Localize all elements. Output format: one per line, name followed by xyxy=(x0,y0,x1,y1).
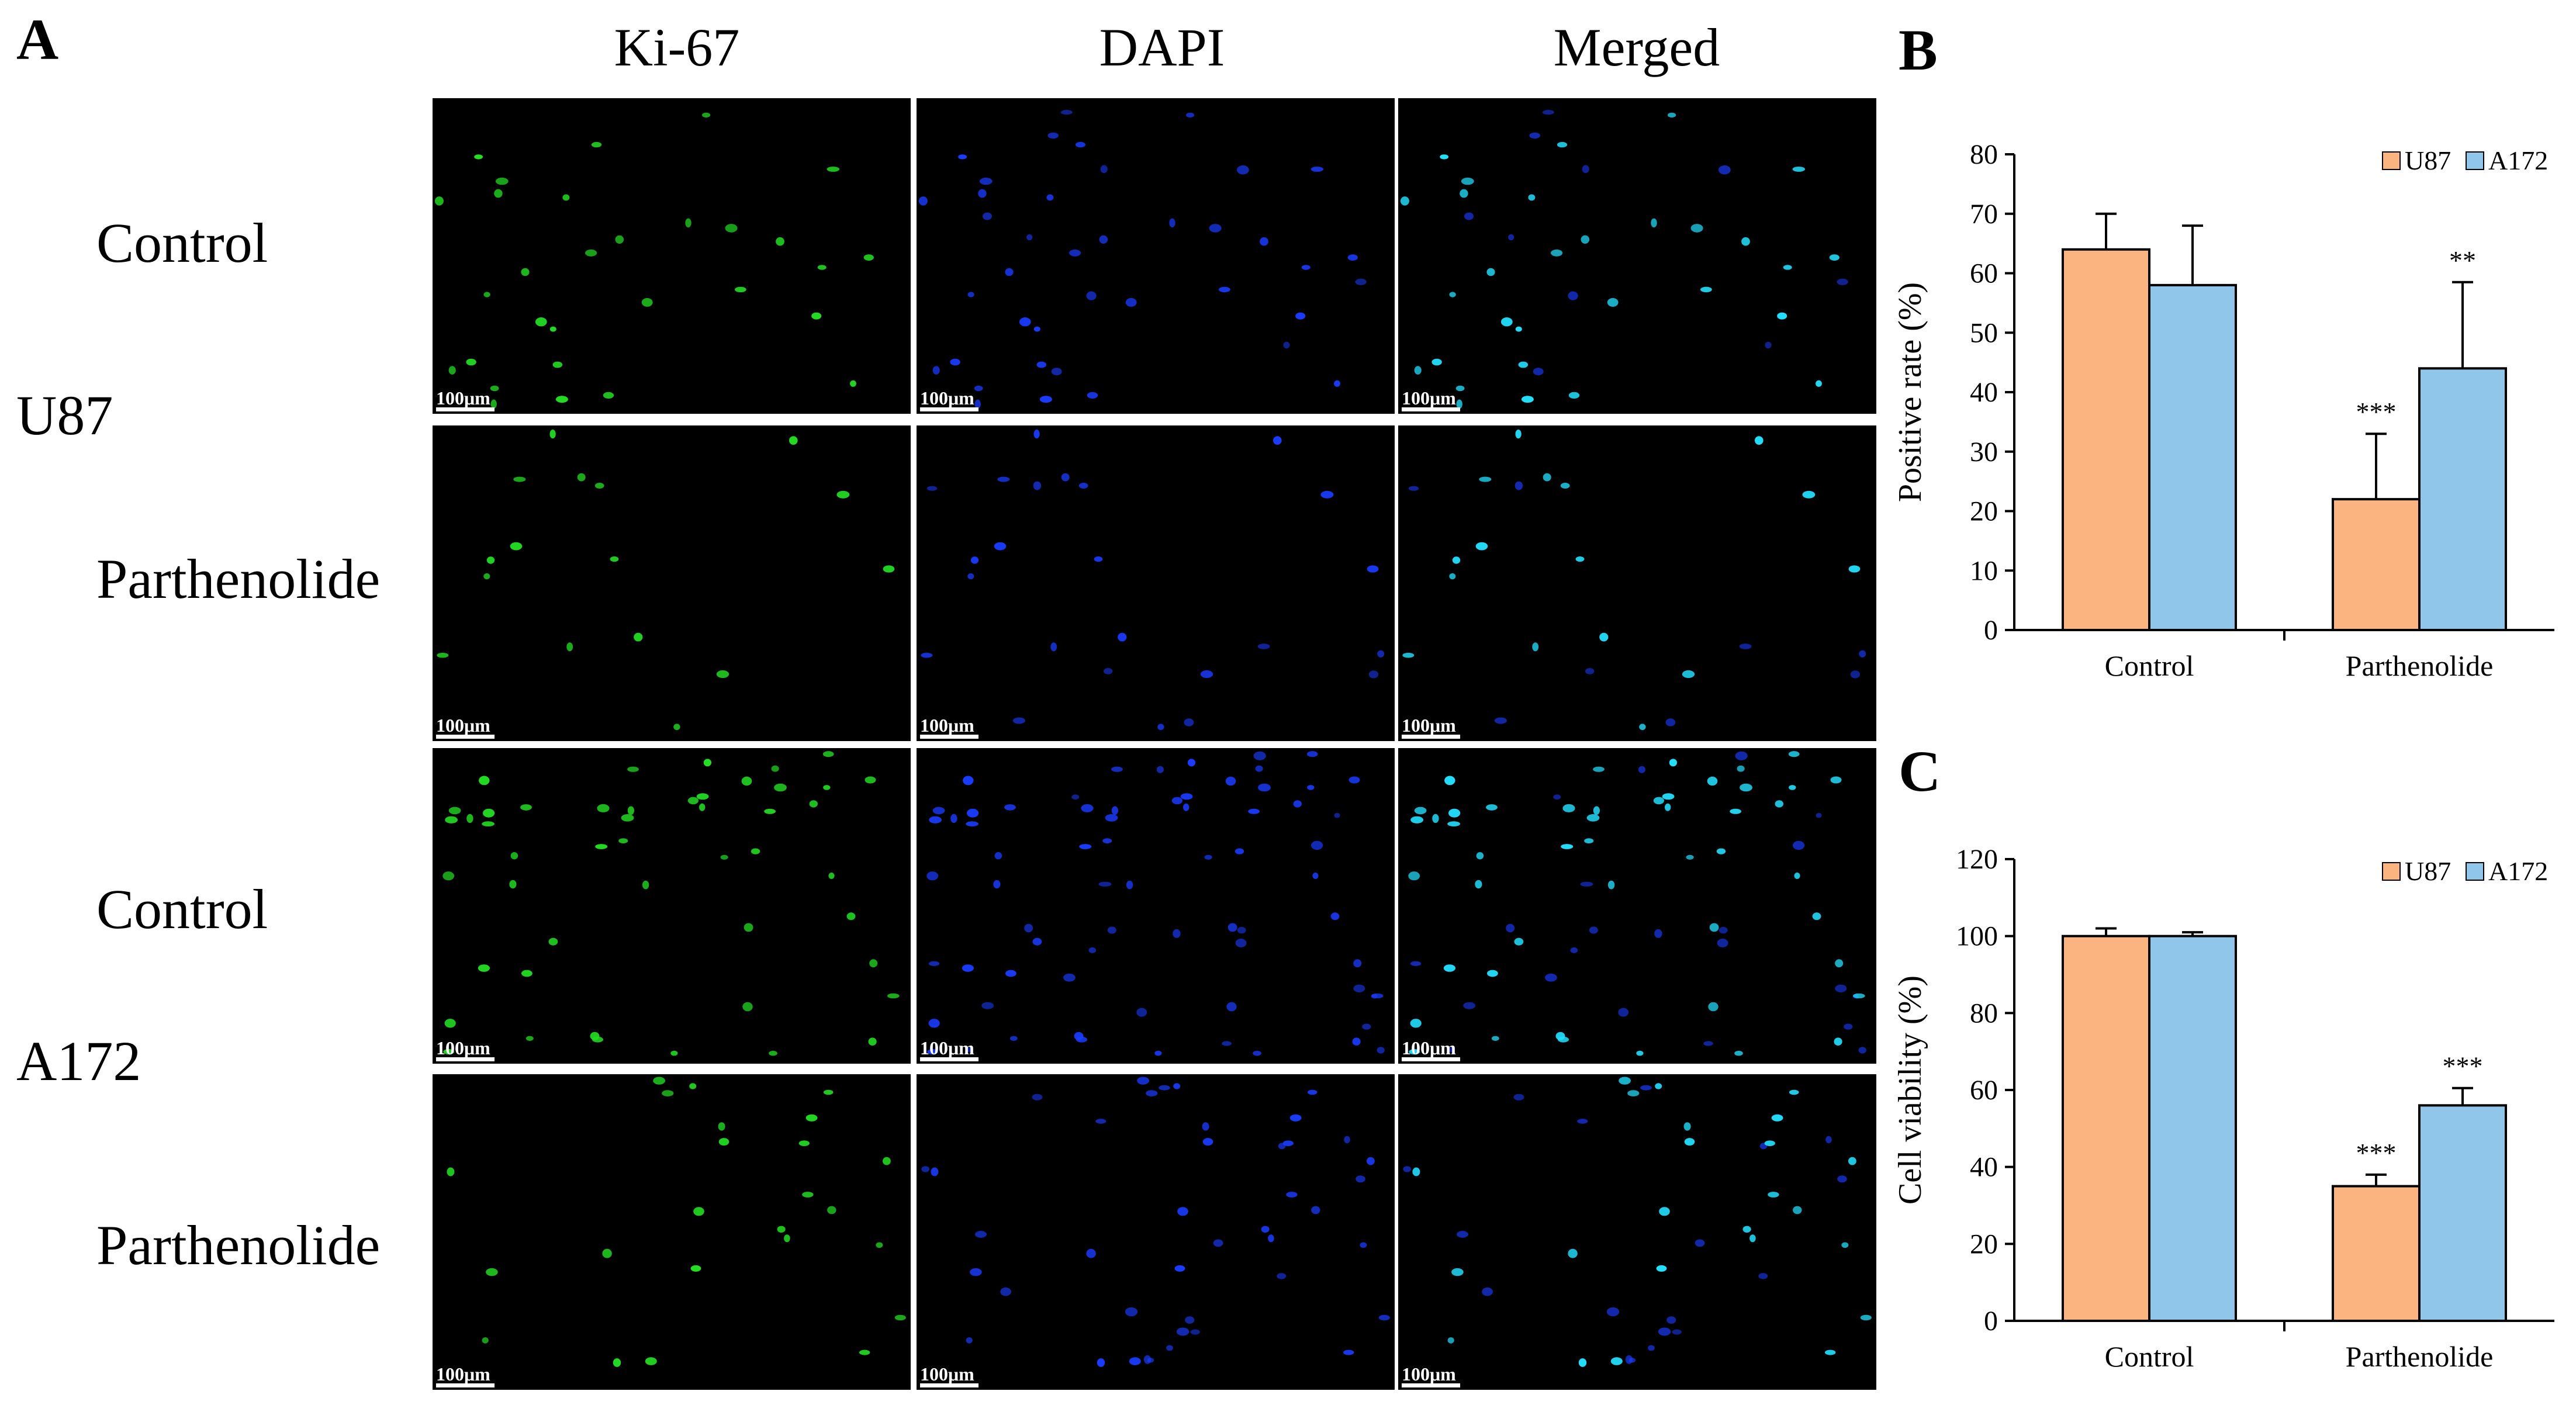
y-axis-label: Positive rate (%) xyxy=(1892,282,1928,502)
micrograph-dapi-row-4: 100μm xyxy=(917,1074,1395,1390)
y-tick-label: 10 xyxy=(1970,555,1998,586)
micrograph-ki67-row-3: 100μm xyxy=(433,748,911,1064)
micrograph-merged-row-4: 100μm xyxy=(1398,1074,1876,1390)
micrograph-merged-row-1: 100μm xyxy=(1398,98,1876,414)
bar-u87-control xyxy=(2062,935,2150,1322)
micrograph-dapi-row-3: 100μm xyxy=(917,748,1395,1064)
x-tick-label: Parthenolide xyxy=(2346,1340,2494,1373)
scale-bar-label: 100μm xyxy=(920,1039,978,1061)
panel-a-letter: A xyxy=(16,7,59,72)
y-axis-label: Cell viability (%) xyxy=(1892,975,1928,1205)
x-tick-label: Control xyxy=(2105,649,2194,682)
scale-bar-label: 100μm xyxy=(920,389,978,411)
bar-a172-control xyxy=(2148,283,2237,632)
row-label-a172-parthenolide: Parthenolide xyxy=(96,1214,381,1276)
scale-bar-label: 100μm xyxy=(436,1039,495,1061)
scale-bar-label: 100μm xyxy=(1402,1039,1460,1061)
legend-label-a172: A172 xyxy=(2488,146,2548,175)
bar-u87-parthenolide xyxy=(2332,498,2421,632)
micrograph-dapi-row-2: 100μm xyxy=(917,425,1395,741)
bar-u87-parthenolide xyxy=(2332,1185,2421,1322)
y-tick-label: 60 xyxy=(1970,1075,1998,1106)
y-tick-label: 70 xyxy=(1970,199,1998,230)
column-header-merged: Merged xyxy=(1553,18,1720,77)
scale-bar-label: 100μm xyxy=(920,1365,978,1387)
micrograph-ki67-row-1: 100μm xyxy=(433,98,911,414)
micrograph-ki67-row-4: 100μm xyxy=(433,1074,911,1390)
panel-c-letter: C xyxy=(1899,739,1941,804)
scale-bar-label: 100μm xyxy=(436,389,495,411)
y-tick-label: 0 xyxy=(1984,615,1998,646)
y-tick-label: 40 xyxy=(1970,1152,1998,1183)
row-label-u87-control: Control xyxy=(96,212,268,274)
column-header-ki67: Ki-67 xyxy=(614,18,740,77)
legend-swatch-u87 xyxy=(2382,151,2401,170)
y-tick-label: 60 xyxy=(1970,258,1998,289)
y-tick-label: 30 xyxy=(1970,437,1998,468)
legend-swatch-u87 xyxy=(2382,862,2401,881)
bar-a172-parthenolide xyxy=(2418,367,2507,631)
legend-swatch-a172 xyxy=(2466,862,2484,881)
chart-b: 0 10 20 30 40 50 60 70 80 Positive rate (%) Contro… xyxy=(1892,139,2554,682)
significance-marker: ** xyxy=(2449,245,2476,275)
legend-label-a172: A172 xyxy=(2488,856,2548,886)
y-tick-label: 120 xyxy=(1956,844,1998,875)
panel-b-letter: B xyxy=(1899,18,1938,82)
row-label-u87-parthenolide: Parthenolide xyxy=(96,548,381,610)
significance-marker: *** xyxy=(2356,1138,2397,1168)
row-label-a172-control: Control xyxy=(96,878,268,940)
micrograph-merged-row-2: 100μm xyxy=(1398,425,1876,741)
scale-bar-label: 100μm xyxy=(436,716,495,739)
legend-label-u87: U87 xyxy=(2405,146,2451,175)
micrograph-merged-row-3: 100μm xyxy=(1398,748,1876,1064)
y-tick-label: 20 xyxy=(1970,1228,1998,1259)
x-tick-label: Parthenolide xyxy=(2346,649,2494,682)
chart-c: 0 20 40 60 80 100 120 Cell viability (%) Control… xyxy=(1892,844,2554,1373)
y-tick-label: 50 xyxy=(1970,317,1998,348)
scale-bar-label: 100μm xyxy=(436,1365,495,1387)
y-tick-label: 0 xyxy=(1984,1306,1998,1337)
scale-bar-label: 100μm xyxy=(1402,1365,1460,1387)
micrograph-ki67-row-2: 100μm xyxy=(433,425,911,741)
x-tick-label: Control xyxy=(2105,1340,2194,1373)
significance-marker: *** xyxy=(2356,397,2397,427)
y-tick-label: 80 xyxy=(1970,998,1998,1029)
scale-bar-label: 100μm xyxy=(1402,389,1460,411)
scale-bar-label: 100μm xyxy=(920,716,978,739)
significance-marker: *** xyxy=(2443,1051,2483,1081)
bar-a172-control xyxy=(2148,935,2237,1322)
bar-a172-parthenolide xyxy=(2418,1104,2507,1322)
y-tick-label: 80 xyxy=(1970,139,1998,170)
scale-bar-label: 100μm xyxy=(1402,716,1460,739)
cell-line-label-u87: U87 xyxy=(16,384,113,447)
y-tick-label: 100 xyxy=(1956,921,1998,952)
micrograph-dapi-row-1: 100μm xyxy=(917,98,1395,414)
y-tick-label: 20 xyxy=(1970,496,1998,527)
bar-u87-control xyxy=(2062,248,2150,632)
legend-swatch-a172 xyxy=(2466,151,2484,170)
y-tick-label: 40 xyxy=(1970,377,1998,408)
legend-label-u87: U87 xyxy=(2405,856,2451,886)
column-header-dapi: DAPI xyxy=(1099,18,1225,77)
cell-line-label-a172: A172 xyxy=(16,1030,141,1092)
